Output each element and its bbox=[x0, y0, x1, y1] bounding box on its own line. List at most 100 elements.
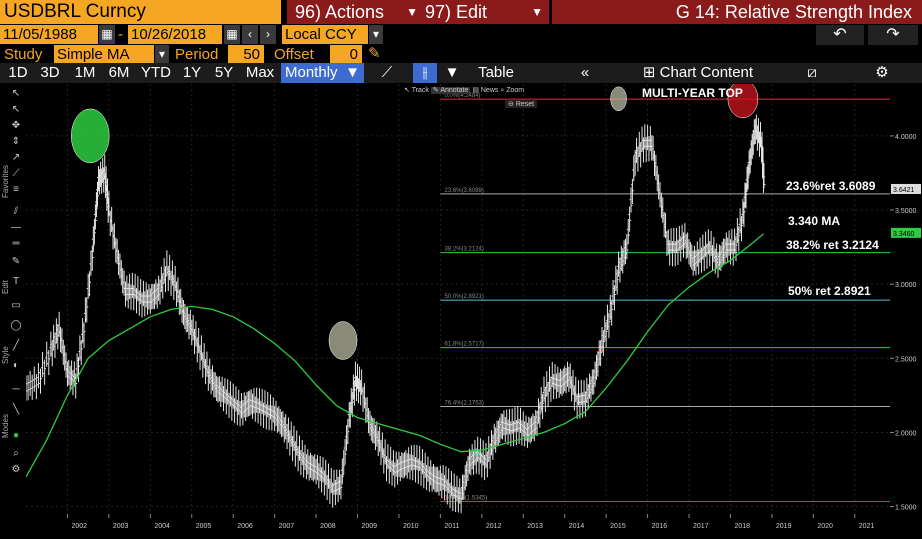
currency-select[interactable]: Local CCY bbox=[282, 25, 368, 44]
end-date-field[interactable]: 10/26/2018 bbox=[128, 25, 222, 44]
x-axis: 2002 2003 2004 2005 2006 2007 2008 2009 2010 2011… bbox=[26, 514, 890, 534]
drawing-tools-panel bbox=[0, 84, 26, 534]
edit-chart-icon[interactable]: ⧄ bbox=[807, 64, 817, 81]
x-tick-label: 2015 bbox=[610, 523, 626, 530]
start-date-field[interactable]: 11/05/1988 bbox=[0, 25, 98, 44]
range-ytd[interactable]: YTD bbox=[141, 64, 171, 81]
text-icon[interactable]: T bbox=[12, 276, 20, 287]
chart-svg[interactable]: 0.0%(4.2484) 23.6%(3.6089) 38.2%(3.2124) 50… bbox=[24, 79, 890, 514]
chevron-down-icon: ▼ bbox=[345, 64, 360, 81]
ticker-field[interactable]: USDBRL Curncy bbox=[0, 0, 281, 24]
date-separator: - bbox=[118, 26, 123, 43]
x-tick-label: 2021 bbox=[859, 523, 875, 530]
chart-content-label: Chart Content bbox=[659, 64, 754, 81]
cursor-alt-icon[interactable]: ↖ bbox=[11, 104, 21, 115]
fib-level-label: 61.8%(2.5717) bbox=[445, 342, 484, 348]
trendline-icon[interactable]: ⟋ bbox=[12, 168, 20, 179]
track-label: Track bbox=[411, 87, 429, 94]
news-button[interactable]: ▤ News bbox=[472, 87, 499, 94]
annotate-label: Annotate bbox=[440, 87, 469, 94]
y-axis: 4.0000 3.5000 3.0000 2.5000 2.0000 1.5000 3.64… bbox=[890, 84, 922, 514]
x-tick-label: 2003 bbox=[113, 523, 129, 530]
period-input[interactable]: 50 bbox=[228, 45, 264, 64]
x-tick-label: 2016 bbox=[652, 523, 668, 530]
x-tick-label: 2013 bbox=[527, 523, 543, 530]
range-6m[interactable]: 6M bbox=[108, 64, 130, 81]
settings-icon[interactable]: ⚙ bbox=[11, 464, 21, 475]
brush-icon[interactable]: ╱ bbox=[12, 340, 20, 351]
frequency-label: Monthly bbox=[285, 64, 338, 81]
offset-input[interactable]: 0 bbox=[330, 45, 362, 64]
y-tick-label: 3.0000 bbox=[895, 282, 917, 289]
hline-icon[interactable]: ═ bbox=[12, 238, 20, 249]
range-1d[interactable]: 1D bbox=[8, 64, 28, 81]
x-tick-label: 2019 bbox=[776, 523, 792, 530]
edit-menu[interactable]: 97) Edit ▼ bbox=[417, 0, 549, 24]
ma-label: 3.340 MA bbox=[788, 214, 841, 228]
chevron-down-icon[interactable]: ▾ bbox=[369, 25, 383, 44]
x-tick-label: 2008 bbox=[320, 523, 336, 530]
ma-value-label: 3.3460 bbox=[893, 231, 915, 238]
study-label: Study bbox=[4, 46, 43, 63]
annotate-button[interactable]: ✎ Annotate bbox=[430, 87, 471, 94]
brush-alt-icon[interactable]: ╲ bbox=[12, 404, 20, 415]
x-tick-label: 2020 bbox=[817, 523, 833, 530]
chevron-down-icon[interactable]: ▼ bbox=[444, 64, 460, 81]
zoom-button[interactable]: ⌕ Zoom bbox=[500, 87, 525, 94]
last-price-badge bbox=[891, 183, 921, 194]
line-chart-icon[interactable]: ⟋ bbox=[381, 64, 393, 81]
chart-content-button[interactable]: ⊞ Chart Content bbox=[636, 63, 760, 83]
x-tick-label: 2005 bbox=[196, 523, 212, 530]
x-tick-label: 2002 bbox=[71, 523, 87, 530]
pencil-icon[interactable]: ✎ bbox=[368, 45, 381, 62]
study-select[interactable]: Simple MA bbox=[54, 45, 154, 64]
rectangle-icon[interactable]: ▭ bbox=[11, 300, 21, 311]
track-button[interactable]: ↖ Track bbox=[404, 87, 429, 94]
price-chart[interactable]: 0.0%(4.2484) 23.6%(3.6089) 38.2%(3.2124) 50… bbox=[24, 79, 890, 514]
edit-label: 97) Edit bbox=[425, 2, 488, 22]
ret-382-label: 38.2% ret 3.2124 bbox=[786, 238, 879, 252]
range-5y[interactable]: 5Y bbox=[214, 64, 234, 81]
horizontal-line-icon[interactable]: ― bbox=[11, 222, 21, 233]
fibonacci-icon[interactable]: ≡ bbox=[13, 184, 19, 195]
measure-icon[interactable]: ⇕ bbox=[11, 136, 21, 147]
news-label: News bbox=[480, 87, 499, 94]
chevron-left-icon[interactable]: ‹ bbox=[242, 25, 258, 44]
x-tick-label: 2014 bbox=[569, 523, 585, 530]
fib-level-label: 100.0%(1.5345) bbox=[445, 495, 488, 501]
chevron-down-icon[interactable]: ▾ bbox=[155, 45, 169, 64]
reset-button[interactable]: ⊖ Reset bbox=[505, 100, 538, 108]
arrow-icon[interactable]: ↗ bbox=[11, 152, 21, 163]
calendar-icon[interactable]: ▦ bbox=[224, 25, 240, 44]
frequency-select[interactable]: Monthly ▼ bbox=[281, 63, 364, 83]
chevron-right-icon[interactable]: › bbox=[260, 25, 276, 44]
color-icon[interactable]: ◐ bbox=[12, 360, 20, 371]
chart-mini-toolbar: ↖ Track ✎ Annotate ▤ News ⌕ Zoom bbox=[404, 86, 524, 95]
zoom-icon[interactable]: ⌕ bbox=[13, 448, 19, 459]
crosshair-icon[interactable]: ✥ bbox=[11, 120, 21, 131]
x-tick-label: 2012 bbox=[486, 523, 502, 530]
pencil-icon[interactable]: ✎ bbox=[11, 256, 21, 267]
channel-icon[interactable]: ⫽ bbox=[13, 206, 19, 217]
y-tick-label: 4.0000 bbox=[895, 134, 917, 141]
collapse-left-icon[interactable]: « bbox=[580, 64, 590, 81]
calendar-icon[interactable]: ▦ bbox=[99, 25, 115, 44]
redo-button[interactable]: ↷ bbox=[868, 25, 918, 45]
table-button[interactable]: Table bbox=[478, 64, 514, 81]
actions-menu[interactable]: 96) Actions ▼ bbox=[287, 0, 424, 24]
range-max[interactable]: Max bbox=[245, 64, 275, 81]
study-title: G 14: Relative Strength Index bbox=[552, 0, 922, 24]
reset-label: Reset bbox=[515, 101, 535, 108]
ellipse-icon[interactable]: ◯ bbox=[10, 320, 22, 331]
range-1y[interactable]: 1Y bbox=[182, 64, 202, 81]
range-3d[interactable]: 3D bbox=[40, 64, 60, 81]
zoom-label: Zoom bbox=[506, 87, 525, 94]
cursor-icon[interactable]: ↖ bbox=[11, 88, 21, 99]
gear-icon[interactable]: ⚙ bbox=[875, 64, 889, 81]
mode-dot-icon[interactable]: ● bbox=[12, 430, 20, 441]
undo-button[interactable]: ↶ bbox=[816, 25, 864, 45]
range-1m[interactable]: 1M bbox=[74, 64, 96, 81]
line-style-icon[interactable]: ─ bbox=[12, 384, 20, 395]
candlestick-icon[interactable]: ⫲ bbox=[413, 63, 437, 83]
chart-toolbar bbox=[0, 63, 922, 83]
